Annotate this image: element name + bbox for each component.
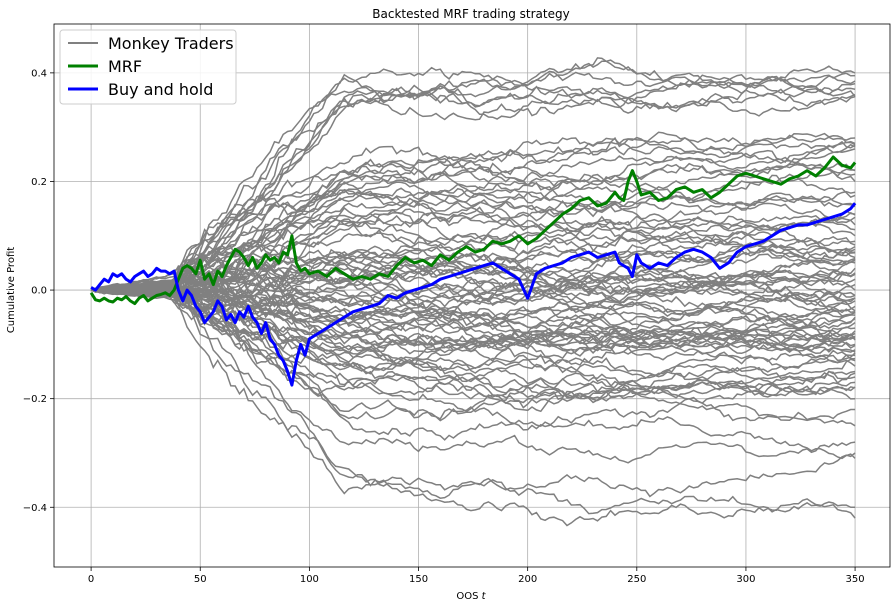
- monkey-trader-line: [90, 218, 856, 292]
- monkey-trader-line: [90, 281, 856, 422]
- x-tick-label: 250: [627, 574, 646, 585]
- legend-label-buy-hold: Buy and hold: [108, 80, 213, 99]
- monkey-trader-line: [91, 140, 856, 292]
- y-tick-label: −0.4: [23, 503, 47, 514]
- monkey-trader-line: [91, 86, 856, 294]
- monkey-traders-layer: [90, 57, 856, 527]
- legend: Monkey Traders MRF Buy and hold: [59, 29, 237, 105]
- monkey-trader-line: [90, 57, 856, 291]
- x-tick-label: 100: [300, 574, 319, 585]
- chart-title: Backtested MRF trading strategy: [372, 7, 569, 21]
- monkey-trader-line: [90, 263, 856, 294]
- y-tick-label: −0.2: [23, 394, 47, 405]
- monkey-trader-line: [91, 289, 856, 409]
- monkey-trader-line: [91, 287, 856, 351]
- monkey-trader-line: [91, 221, 856, 293]
- plot-frame: [53, 23, 891, 568]
- x-axis-label-text: OOS: [456, 591, 478, 602]
- monkey-trader-line: [91, 145, 856, 293]
- monkey-trader-line: [90, 195, 856, 295]
- monkey-trader-line: [91, 80, 856, 291]
- y-tick-label: 0.4: [31, 68, 47, 79]
- x-axis-label: OOS t: [456, 591, 486, 602]
- axes-layer: 0 50 100 150 200 250 300 350 −0.4 −0.2 0.0 0.2 0.4: [23, 23, 891, 585]
- monkey-trader-line: [91, 288, 856, 384]
- x-tick-label: 300: [736, 574, 755, 585]
- monkey-trader-line: [90, 285, 856, 499]
- x-axis-label-var: t: [482, 591, 487, 602]
- series-layer: [89, 155, 857, 387]
- x-tick-label: 200: [518, 574, 537, 585]
- mrf-line: [89, 155, 857, 306]
- monkey-trader-line: [91, 174, 856, 292]
- monkey-trader-line: [91, 136, 856, 292]
- monkey-trader-line: [91, 131, 856, 293]
- y-axis-label: Cumulative Profit: [6, 247, 17, 333]
- y-tick-label: 0.2: [31, 177, 47, 188]
- monkey-trader-line: [90, 282, 856, 365]
- monkey-trader-line: [91, 271, 856, 347]
- monkey-trader-line: [90, 289, 856, 527]
- monkey-trader-line: [90, 286, 856, 400]
- monkey-trader-line: [90, 212, 856, 292]
- x-tick-label: 0: [88, 574, 94, 585]
- x-tick-label: 150: [409, 574, 428, 585]
- monkey-trader-line: [90, 287, 856, 431]
- legend-box: [59, 29, 237, 105]
- legend-label-mrf: MRF: [108, 57, 142, 76]
- x-tick-label: 350: [846, 574, 865, 585]
- monkey-trader-line: [90, 148, 856, 292]
- monkey-trader-line: [91, 274, 856, 326]
- monkey-trader-line: [90, 289, 856, 515]
- y-tick-label: 0.0: [31, 286, 47, 297]
- monkey-trader-line: [90, 274, 856, 361]
- x-tick-label: 50: [194, 574, 207, 585]
- monkey-trader-line: [91, 279, 856, 348]
- monkey-trader-line: [90, 163, 856, 293]
- monkey-trader-line: [90, 288, 856, 464]
- legend-label-monkey: Monkey Traders: [108, 34, 234, 53]
- monkey-trader-line: [91, 82, 856, 292]
- buy-and-hold-line: [90, 202, 857, 387]
- monkey-trader-line: [90, 187, 856, 293]
- monkey-trader-line: [90, 280, 856, 413]
